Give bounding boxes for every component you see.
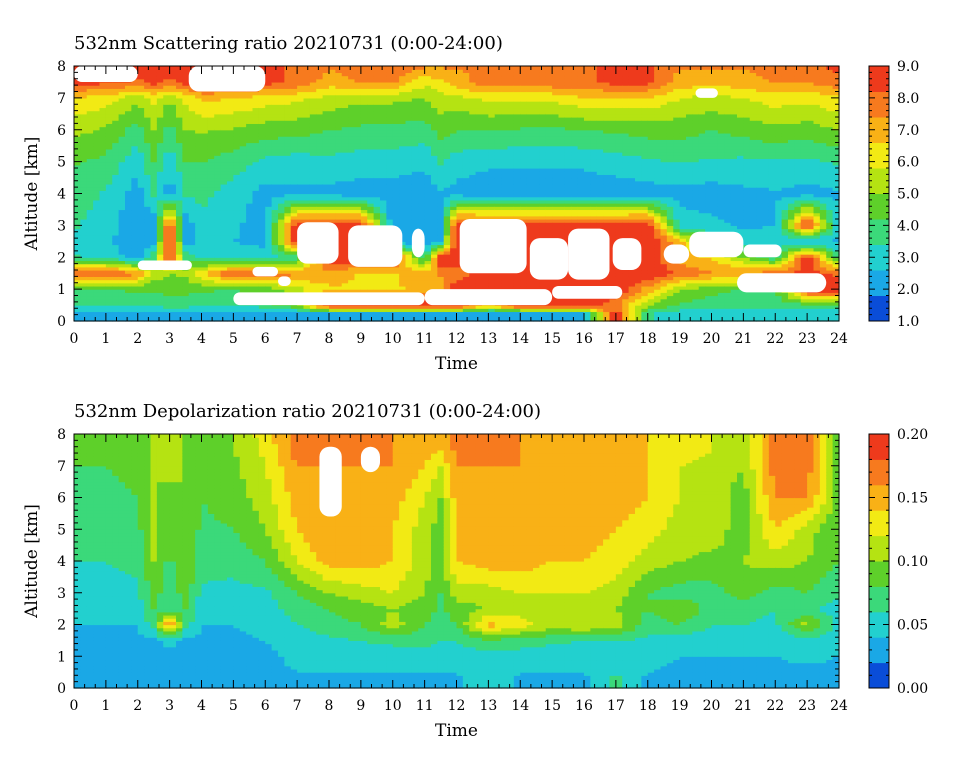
heatmap-cell: [342, 66, 349, 70]
heatmap-cell: [310, 66, 317, 70]
heatmap-cell: [278, 66, 285, 70]
heatmap-cell: [399, 66, 406, 70]
heatmap-cell: [367, 66, 374, 70]
heatmap-cell: [374, 66, 381, 70]
chart-title: 532nm Scattering ratio 20210731 (0:00-24…: [74, 33, 503, 54]
x-axis-label: Time: [435, 354, 478, 374]
heatmap-cell: [444, 66, 451, 70]
heatmap-cell: [393, 66, 400, 70]
heatmap-cell: [265, 66, 272, 70]
heatmap-cell: [425, 66, 432, 70]
heatmap-cell: [457, 66, 464, 70]
heatmap-cell: [304, 66, 311, 70]
heatmap-cell: [437, 66, 444, 70]
heatmap-cell: [329, 66, 336, 70]
heatmap-cell: [151, 66, 158, 70]
heatmap-cell: [406, 66, 413, 70]
heatmap-cell: [297, 66, 304, 70]
heatmap-cell: [176, 66, 183, 70]
heatmap-cell: [431, 66, 438, 70]
heatmap-cell: [412, 66, 419, 70]
heatmap-cell: [272, 66, 279, 70]
heatmap-cell: [182, 66, 189, 70]
heatmap-cell: [157, 66, 164, 70]
heatmap-field: [74, 66, 840, 322]
heatmap-cell: [170, 66, 177, 70]
heatmap-cell: [361, 66, 368, 70]
heatmap-cell: [380, 66, 387, 70]
heatmap-cell: [144, 66, 151, 70]
heatmap-cell: [284, 66, 291, 70]
heatmap-cell: [335, 66, 342, 70]
heatmap-cell: [463, 66, 470, 70]
heatmap-cell: [316, 66, 323, 70]
y-axis-label: Altitude [km]: [22, 137, 42, 252]
scattering-ratio-chart: 532nm Scattering ratio 20210731 (0:00-24…: [22, 33, 919, 374]
heatmap-cell: [138, 66, 145, 70]
heatmap-cell: [348, 66, 355, 70]
